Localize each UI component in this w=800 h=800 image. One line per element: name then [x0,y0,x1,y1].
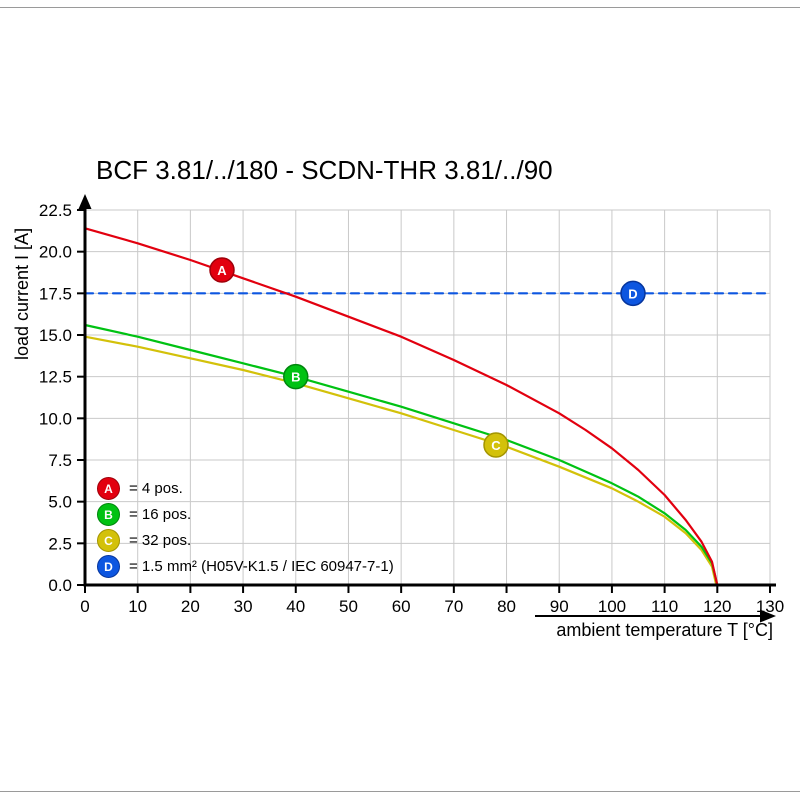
svg-text:40: 40 [286,597,305,616]
legend-marker-B: B [97,503,120,526]
bottom-frame-line [0,791,800,792]
svg-text:50: 50 [339,597,358,616]
chart-legend: A = 4 pos. B = 16 pos. C = 32 pos. D = 1.5 mm² … [97,477,394,581]
svg-text:B: B [291,370,300,385]
svg-text:7.5: 7.5 [48,451,72,470]
marker-D: D [620,280,646,307]
marker-A: A [209,257,235,283]
svg-text:120: 120 [703,597,731,616]
x-axis-arrow [535,609,776,623]
svg-text:10: 10 [128,597,147,616]
svg-text:0: 0 [80,597,89,616]
svg-text:D: D [628,286,637,301]
legend-marker-D: D [97,555,120,578]
axes [78,194,776,587]
y-tick-labels: 0.0 2.5 5.0 7.5 10.0 12.5 15.0 17.5 20.0 22.5 [39,201,72,595]
legend-item-D: D = 1.5 mm² (H05V-K1.5 / IEC 60947-7-1) [97,555,394,578]
svg-text:110: 110 [651,597,678,616]
x-axis-label: ambient temperature T [°C] [556,620,773,640]
legend-item-C: C = 32 pos. [97,529,394,552]
svg-text:90: 90 [550,597,569,616]
legend-label-C: = 32 pos. [129,532,192,549]
svg-text:80: 80 [497,597,516,616]
legend-marker-A: A [97,477,120,500]
legend-item-B: B = 16 pos. [97,503,394,526]
marker-B: B [283,363,309,390]
svg-text:30: 30 [234,597,253,616]
legend-label-B: = 16 pos. [129,506,192,523]
chart-title: BCF 3.81/../180 - SCDN-THR 3.81/../90 [96,155,553,185]
top-frame-line [0,7,800,8]
tick-marks [77,209,771,593]
marker-C: C [483,432,509,458]
svg-text:10.0: 10.0 [39,409,72,428]
svg-text:C: C [491,438,501,453]
svg-text:70: 70 [444,597,463,616]
legend-item-A: A = 4 pos. [97,477,394,500]
svg-text:12.5: 12.5 [39,368,72,387]
svg-text:5.0: 5.0 [48,493,72,512]
svg-text:0.0: 0.0 [48,576,72,595]
x-tick-labels: 0 10 20 30 40 50 60 70 80 90 100 110 120 130 [80,597,784,616]
svg-text:22.5: 22.5 [39,201,72,220]
svg-text:100: 100 [598,597,626,616]
svg-text:17.5: 17.5 [39,284,72,303]
svg-text:A: A [217,263,227,278]
legend-label-A: = 4 pos. [129,480,183,497]
legend-marker-C: C [97,529,120,552]
svg-text:60: 60 [392,597,411,616]
curve-A [83,227,719,587]
svg-text:15.0: 15.0 [39,326,72,345]
svg-text:2.5: 2.5 [48,534,72,553]
svg-text:20: 20 [181,597,200,616]
legend-label-D: = 1.5 mm² (H05V-K1.5 / IEC 60947-7-1) [129,558,394,575]
svg-text:20.0: 20.0 [39,243,72,262]
